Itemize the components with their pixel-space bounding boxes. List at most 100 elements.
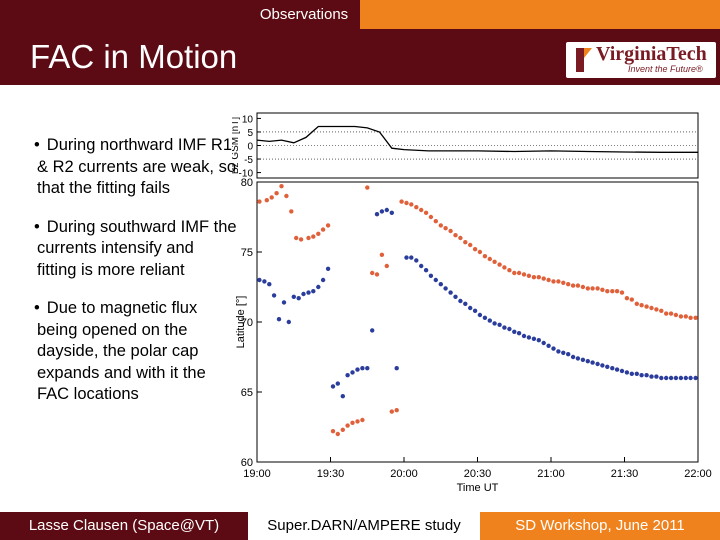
r1-data-point bbox=[428, 214, 434, 220]
r1-data-point bbox=[414, 205, 419, 210]
r1-data-point bbox=[472, 247, 478, 252]
r2-data-point bbox=[389, 210, 394, 215]
latitude-tick-label: 80 bbox=[241, 177, 253, 189]
r1-data-point bbox=[585, 286, 590, 291]
r1-data-point bbox=[512, 270, 517, 276]
r2-data-point bbox=[487, 318, 492, 323]
r2-data-point bbox=[531, 336, 537, 341]
r2-data-point bbox=[355, 367, 360, 372]
r1-data-point bbox=[570, 283, 576, 288]
r2-data-point bbox=[521, 333, 527, 339]
r2-data-point bbox=[595, 361, 600, 367]
r2-data-point bbox=[482, 315, 488, 320]
r2-data-point bbox=[330, 384, 336, 389]
bz-tick-label: 0 bbox=[247, 142, 253, 153]
r2-data-point bbox=[316, 284, 321, 290]
r2-data-point bbox=[683, 375, 688, 381]
r2-data-point bbox=[556, 349, 561, 354]
r2-data-point bbox=[428, 273, 434, 278]
r2-data-point bbox=[325, 266, 331, 271]
r2-data-point bbox=[350, 370, 355, 375]
r2-data-point bbox=[624, 370, 630, 375]
r1-data-point bbox=[610, 289, 615, 294]
bullet-item: • Due to magnetic flux being opened on th… bbox=[34, 298, 237, 406]
r2-data-point bbox=[453, 294, 458, 299]
r2-data-point bbox=[262, 279, 267, 284]
r1-data-point bbox=[693, 315, 698, 320]
r2-data-point bbox=[409, 255, 414, 260]
bullet-list: • During northward IMF R1 & R2 currents a… bbox=[34, 135, 237, 423]
section-tab[interactable]: Observations bbox=[248, 0, 360, 29]
footer-author: Lasse Clausen (Space@VT) bbox=[0, 512, 248, 540]
university-logo: VirginiaTech Invent the Future® bbox=[566, 42, 716, 78]
r2-data-point bbox=[639, 373, 644, 378]
r2-data-point bbox=[659, 375, 664, 381]
r2-data-point bbox=[301, 291, 306, 297]
r2-data-point bbox=[438, 282, 443, 287]
latitude-tick-label: 75 bbox=[241, 247, 253, 259]
r2-data-point bbox=[570, 354, 576, 360]
r1-data-point bbox=[468, 242, 473, 248]
time-tick-label: 21:00 bbox=[537, 468, 565, 480]
bz-tick-label: 10 bbox=[242, 114, 254, 125]
r1-data-point bbox=[668, 311, 674, 316]
r1-data-point bbox=[404, 200, 409, 206]
r1-data-point bbox=[673, 312, 679, 318]
r1-data-point bbox=[624, 296, 630, 301]
r1-data-point bbox=[649, 305, 654, 311]
r1-data-point bbox=[399, 199, 404, 204]
r2-data-point bbox=[668, 375, 674, 381]
r2-data-point bbox=[443, 286, 448, 291]
latitude-tick-label: 60 bbox=[241, 457, 253, 469]
bullet-dot: • bbox=[34, 217, 40, 236]
r2-data-point bbox=[360, 366, 365, 371]
r1-data-point bbox=[683, 314, 688, 319]
r2-data-point bbox=[414, 258, 419, 263]
r2-data-point bbox=[634, 371, 639, 376]
r1-data-point bbox=[536, 275, 541, 280]
r1-data-point bbox=[502, 265, 507, 270]
r1-data-point bbox=[448, 228, 453, 234]
r1-data-point bbox=[634, 301, 639, 306]
r1-data-point bbox=[605, 289, 610, 294]
r1-data-point bbox=[541, 276, 546, 281]
r1-data-point bbox=[409, 202, 414, 207]
r2-data-point bbox=[468, 305, 473, 311]
latitude-tick-label: 70 bbox=[241, 317, 253, 329]
r2-data-point bbox=[477, 312, 483, 318]
r1-data-point bbox=[316, 231, 321, 236]
r1-data-point bbox=[507, 268, 512, 273]
r2-data-point bbox=[448, 290, 453, 295]
time-axis-label: Time UT bbox=[457, 482, 499, 494]
r2-data-point bbox=[590, 360, 595, 365]
r1-data-point bbox=[600, 287, 605, 292]
r1-data-point bbox=[644, 304, 649, 309]
r1-data-point bbox=[659, 308, 664, 313]
r2-data-point bbox=[394, 366, 399, 371]
time-tick-label: 20:00 bbox=[390, 468, 418, 480]
bullet-dot: • bbox=[34, 136, 40, 154]
bz-tick-label: 5 bbox=[247, 128, 253, 139]
r1-data-point bbox=[453, 233, 458, 238]
r1-data-point bbox=[350, 420, 355, 425]
bullet-item: • During northward IMF R1 & R2 currents a… bbox=[34, 135, 237, 200]
r2-data-point bbox=[281, 300, 287, 305]
latitude-tick-label: 65 bbox=[241, 387, 253, 399]
slide-title: FAC in Motion bbox=[30, 38, 238, 75]
r2-data-point bbox=[286, 319, 291, 325]
r1-data-point bbox=[284, 193, 289, 199]
r2-data-point bbox=[541, 340, 546, 346]
latitude-frame bbox=[256, 181, 699, 463]
r1-data-point bbox=[521, 272, 527, 277]
r2-data-point bbox=[600, 363, 605, 368]
r1-data-point bbox=[355, 419, 360, 424]
r2-data-point bbox=[566, 352, 571, 357]
r2-data-point bbox=[580, 357, 586, 362]
logo-tagline: Invent the Future® bbox=[628, 64, 703, 74]
r2-data-point bbox=[306, 290, 311, 295]
time-tick-label: 19:00 bbox=[243, 468, 271, 480]
r1-data-point bbox=[370, 270, 375, 276]
r1-data-point bbox=[477, 249, 483, 255]
r1-data-point bbox=[379, 252, 385, 257]
